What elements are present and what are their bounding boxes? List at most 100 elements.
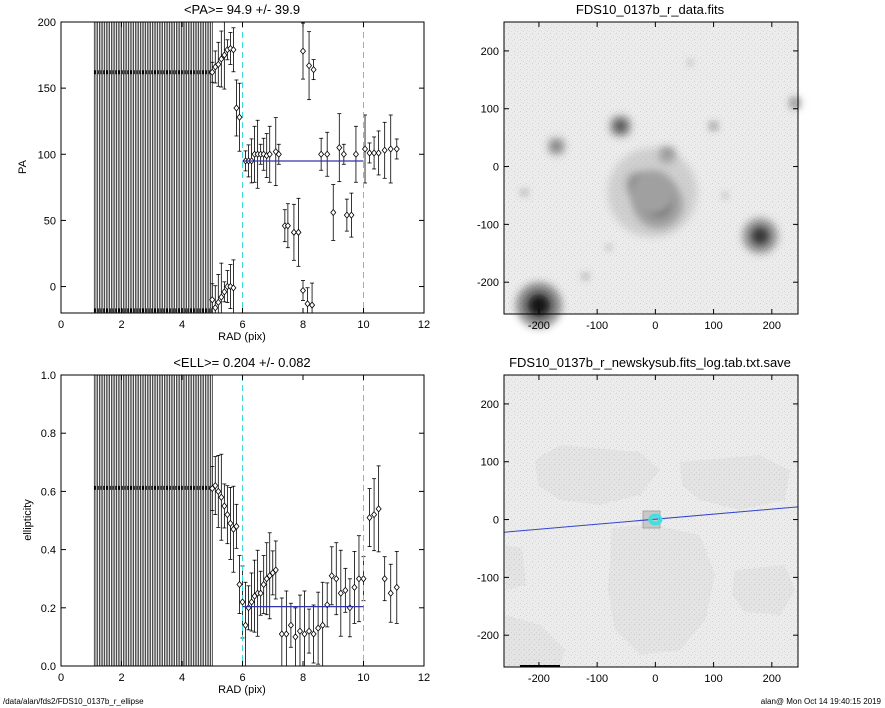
x-tick-label: 8 [300, 672, 306, 684]
x-tick-label: 0 [652, 673, 658, 685]
data-point [215, 298, 222, 307]
data-image-sources [516, 58, 803, 329]
data-point [328, 572, 335, 580]
ellipticity-error-bar-layer [93, 375, 399, 667]
pa-error-bar-layer [93, 21, 399, 314]
x-tick-label: -200 [528, 320, 550, 332]
data-point [260, 580, 267, 589]
data-point [352, 150, 359, 158]
major-axis-line [503, 506, 799, 533]
data-point [239, 598, 246, 606]
data-point [248, 598, 255, 606]
y-tick-label: 100 [38, 149, 56, 161]
skysub-image-panel: FDS10_0137b_r_newskysub.fits_log.tab.txt… [477, 355, 799, 685]
y-tick-label: 0.4 [41, 545, 56, 557]
x-tick-label: 2 [118, 319, 124, 331]
data-point [292, 633, 299, 641]
y-tick-label: 100 [481, 457, 499, 469]
bottom-edge-artifact [520, 665, 560, 667]
ellipticity-y-axis-label: ellipticity [22, 499, 34, 541]
data-point [306, 627, 313, 635]
skysub-image-axes: -200 -100 0 100 200 -200 -100 0 100 200 [477, 375, 798, 685]
data-point [330, 208, 337, 217]
data-point [245, 604, 252, 612]
data-point [371, 511, 378, 519]
data-point [340, 150, 347, 158]
source-blob [614, 120, 627, 132]
y-tick-label: -200 [477, 630, 499, 642]
y-tick-label: 100 [481, 104, 499, 116]
x-tick-label: 100 [704, 673, 722, 685]
data-point [275, 150, 282, 158]
data-point [278, 630, 285, 638]
y-tick-label: 0 [493, 162, 499, 174]
data-point [309, 301, 316, 309]
data-point [266, 150, 273, 158]
source-blob [630, 170, 675, 215]
data-point [375, 149, 382, 157]
data-point [221, 51, 228, 59]
data-point [381, 146, 388, 154]
data-point [336, 144, 343, 152]
data-point [260, 150, 267, 158]
source-blob [710, 123, 717, 129]
x-tick-label: 10 [357, 319, 369, 331]
y-tick-label: 0.6 [41, 486, 56, 498]
x-tick-label: 4 [179, 672, 185, 684]
pa-reference-lines [242, 22, 364, 313]
data-point [287, 621, 294, 629]
y-tick-label: 200 [38, 17, 56, 29]
y-tick-label: -200 [477, 277, 499, 289]
data-point [221, 288, 228, 296]
mask-region-upper-left [535, 445, 660, 505]
data-point [387, 589, 394, 597]
pa-axes: 0 2 4 6 8 10 12 0 50 100 150 200 [38, 17, 430, 331]
data-point [233, 104, 240, 112]
ellipticity-x-axis-label: RAD (pix) [218, 684, 266, 696]
data-image-title: FDS10_0137b_r_data.fits [576, 2, 725, 17]
data-point [348, 211, 355, 219]
data-point [257, 589, 264, 597]
data-point [299, 286, 307, 295]
mask-region-central [608, 524, 715, 655]
data-point [360, 575, 367, 583]
source-blob [751, 226, 770, 245]
x-tick-label: 10 [357, 672, 369, 684]
y-tick-label: 150 [38, 83, 56, 95]
data-point [304, 300, 311, 308]
pa-x-axis-label: RAD (pix) [218, 331, 266, 343]
data-point [236, 580, 243, 589]
data-point [224, 511, 231, 519]
data-point [218, 55, 225, 63]
ellipticity-panel: <ELL>= 0.204 +/- 0.082 0 2 4 6 8 10 12 0.0 0.2 0.… [22, 355, 430, 696]
x-tick-label: 6 [239, 319, 245, 331]
y-tick-label: 0.8 [41, 428, 56, 440]
x-tick-label: 12 [418, 672, 430, 684]
y-tick-label: 50 [44, 215, 56, 227]
data-point [355, 575, 362, 583]
data-point [387, 145, 394, 153]
data-point [227, 519, 234, 528]
data-point [295, 228, 302, 236]
data-point [393, 583, 400, 592]
data-point [272, 566, 279, 574]
source-blob [606, 245, 611, 250]
file-path-footer: /data/alan/fds2/FDS10_0137b_r_ellipse [3, 697, 144, 706]
data-point [343, 211, 350, 219]
data-point [393, 145, 400, 153]
data-point [283, 630, 290, 638]
data-point [342, 586, 349, 594]
fit-ellipse-inner [651, 516, 660, 524]
data-point [230, 284, 237, 292]
skysub-masked-regions [505, 445, 795, 667]
y-tick-label: 0.0 [41, 661, 56, 673]
data-point [221, 502, 228, 510]
source-blob [583, 273, 588, 279]
data-point [299, 47, 307, 55]
y-tick-label: -100 [477, 219, 499, 231]
data-image-panel: FDS10_0137b_r_data.fits -200 -100 0 100 200-… [477, 2, 803, 332]
data-point [284, 222, 291, 230]
source-blob [551, 141, 562, 152]
data-point [337, 589, 344, 597]
